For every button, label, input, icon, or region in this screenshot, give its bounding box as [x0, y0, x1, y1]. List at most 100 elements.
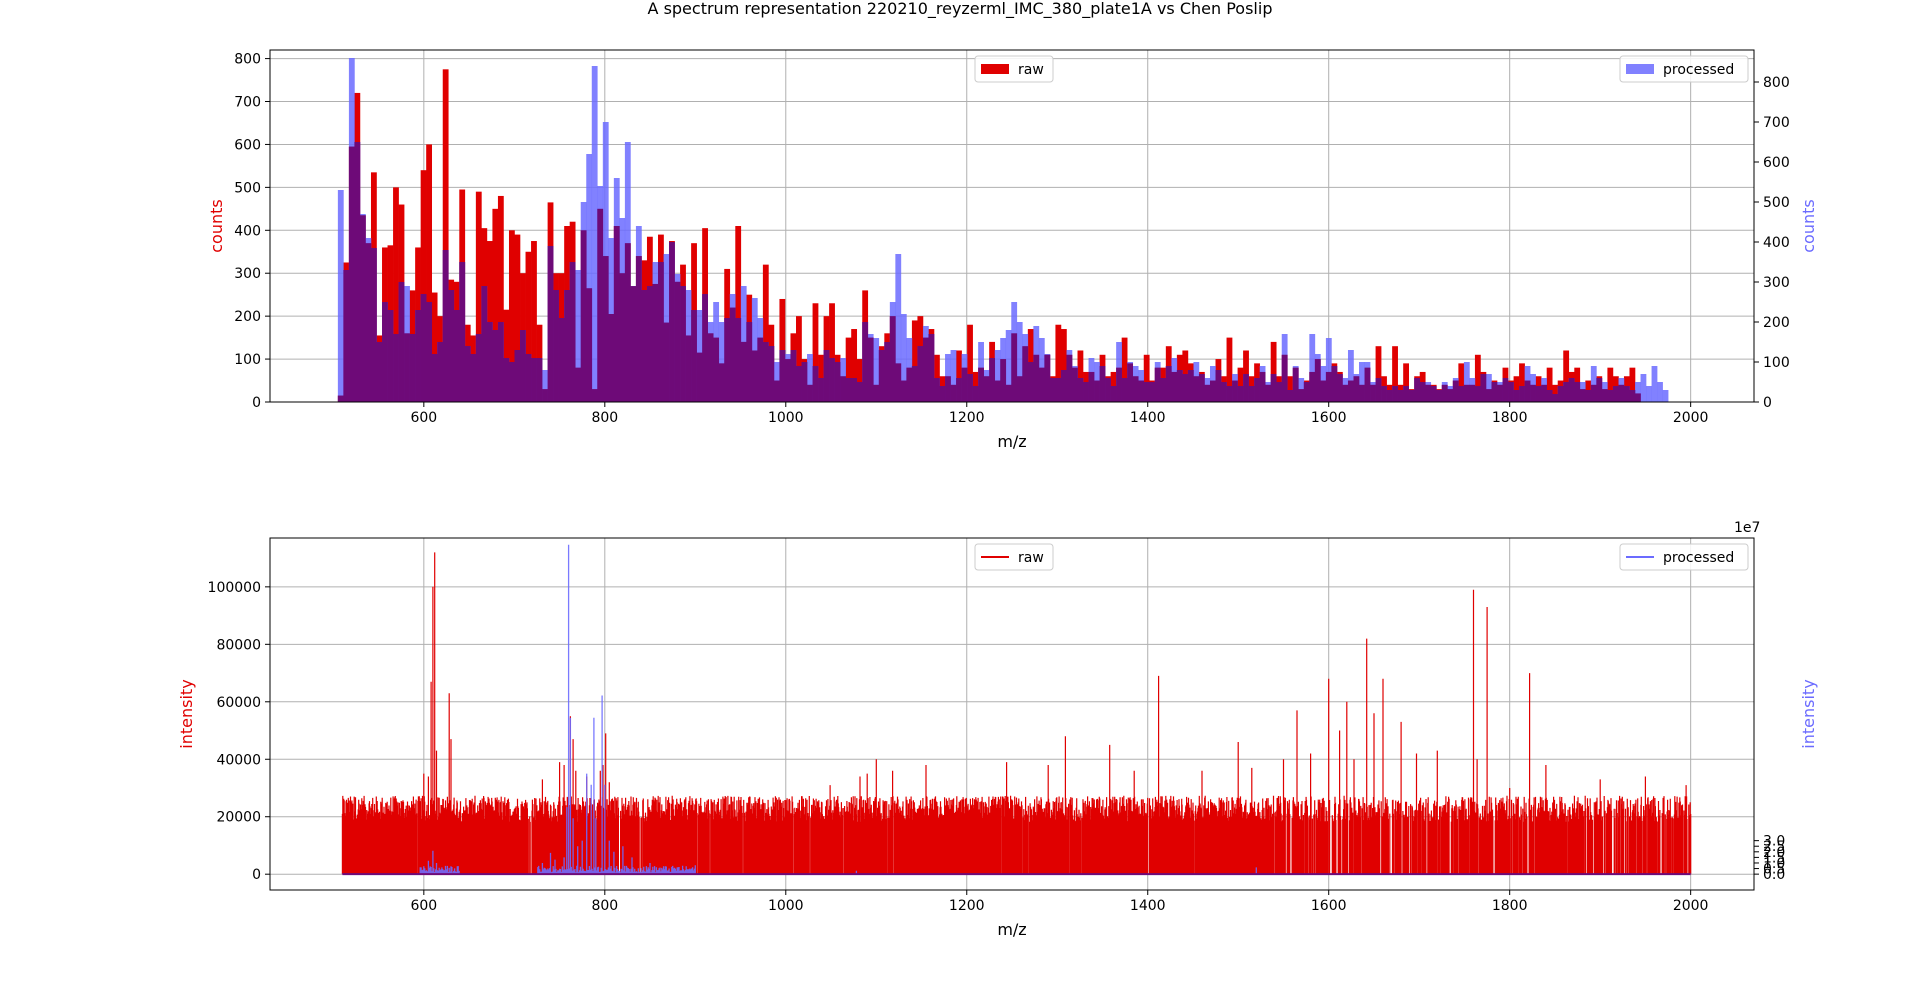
raw-bar	[967, 324, 973, 402]
overlap-bar	[525, 354, 532, 402]
axes-frame	[269, 49, 1755, 403]
overlap-bars	[337, 142, 1641, 402]
overlap-bar	[1469, 384, 1476, 402]
overlap-bar	[1000, 359, 1007, 402]
y-tick-label-left: 200	[234, 309, 261, 325]
overlap-bar	[453, 310, 460, 402]
overlap-bar	[1094, 380, 1100, 402]
overlap-bar	[1088, 371, 1095, 402]
processed-bar	[1657, 382, 1663, 402]
processed-bar	[807, 354, 813, 402]
overlap-bar	[818, 378, 824, 402]
overlap-bar	[365, 243, 372, 402]
axes-frame	[269, 537, 1755, 891]
x-tick-label: 2000	[1673, 410, 1709, 426]
y-tick-label-right: 400	[1763, 235, 1790, 251]
overlap-bar	[1364, 367, 1371, 402]
overlap-bar	[956, 378, 962, 402]
overlap-bar	[459, 262, 466, 402]
overlap-bar	[542, 389, 548, 402]
overlap-bar	[1513, 390, 1520, 402]
y-tick-label-left: 100000	[208, 580, 261, 596]
overlap-bar	[1055, 378, 1062, 402]
overlap-bar	[950, 384, 957, 402]
overlap-bar	[1370, 384, 1376, 402]
x-tick-label: 1200	[949, 410, 985, 426]
overlap-bar	[508, 362, 515, 402]
overlap-bar	[1502, 378, 1509, 402]
overlap-bar	[409, 334, 416, 402]
x-tick-label: 800	[591, 410, 618, 426]
overlap-bar	[784, 359, 791, 402]
overlap-bar	[801, 362, 808, 402]
overlap-bar	[873, 384, 880, 402]
raw-bar	[393, 187, 399, 402]
x-tick-label: 1400	[1130, 410, 1166, 426]
overlap-bar	[497, 322, 504, 402]
processed-bar	[1590, 366, 1597, 402]
overlap-bar	[1452, 380, 1459, 402]
processed-bar	[1005, 330, 1012, 402]
y-tick-label-left: 700	[234, 95, 261, 111]
overlap-bar	[1441, 384, 1448, 402]
processed-bar	[591, 66, 598, 402]
overlap-bar	[674, 281, 681, 402]
overlap-bar	[420, 294, 427, 402]
overlap-bar	[851, 378, 858, 402]
overlap-bar	[751, 350, 758, 402]
overlap-bar	[906, 367, 913, 402]
overlap-bar	[1121, 378, 1128, 402]
overlap-bar	[1259, 371, 1266, 402]
overlap-bar	[503, 358, 510, 402]
x-tick-label: 1800	[1492, 410, 1528, 426]
overlap-bar	[1154, 367, 1161, 402]
raw-bar	[1403, 363, 1409, 402]
overlap-bar	[1397, 390, 1404, 402]
overlap-bar	[393, 334, 399, 402]
x-tick-label: 1200	[949, 898, 985, 914]
overlap-bar	[945, 376, 951, 402]
legend-box	[974, 55, 1054, 83]
processed-bar	[895, 254, 902, 402]
overlap-bar	[1403, 386, 1409, 402]
overlap-bar	[520, 330, 526, 402]
subplot-1: 600 800 1000 1200 1400 1600 1800 20000100200300…	[207, 49, 1818, 451]
overlap-bar	[1375, 378, 1382, 402]
overlap-bar	[481, 286, 488, 402]
overlap-bar	[1447, 389, 1454, 402]
overlap-bar	[630, 286, 637, 402]
raw-bar	[1546, 367, 1553, 402]
overlap-bar	[1083, 382, 1089, 402]
raw-bar	[1474, 354, 1481, 402]
overlap-bar	[1132, 376, 1139, 402]
overlap-bar	[1436, 390, 1443, 402]
overlap-bar	[994, 380, 1001, 402]
overlap-bar	[1005, 384, 1012, 402]
processed-bar	[1309, 334, 1316, 402]
overlap-bar	[1635, 393, 1641, 402]
raw-bar	[829, 303, 835, 402]
y-tick-label-right: 0.5	[1763, 862, 1785, 878]
overlap-bar	[1541, 384, 1547, 402]
overlap-bar	[729, 307, 736, 402]
raw-bar	[525, 251, 532, 402]
overlap-bar	[1425, 384, 1432, 402]
overlap-bar	[1016, 376, 1023, 402]
overlap-bar	[856, 382, 863, 402]
raw-bar	[1513, 376, 1520, 402]
overlap-bar	[740, 341, 747, 402]
raw-bar	[1458, 363, 1465, 402]
overlap-bar	[514, 350, 521, 402]
overlap-bar	[558, 318, 565, 402]
overlap-bar	[1309, 371, 1316, 402]
overlap-bar	[707, 333, 714, 402]
raw-bar	[1121, 337, 1128, 402]
overlap-bar	[884, 342, 891, 402]
raw-bar	[1287, 376, 1294, 402]
legend-swatch	[981, 64, 1009, 74]
overlap-bar	[1143, 382, 1150, 402]
overlap-bar	[1585, 390, 1592, 402]
raw-bar	[1270, 341, 1277, 402]
overlap-bar	[1193, 376, 1200, 402]
